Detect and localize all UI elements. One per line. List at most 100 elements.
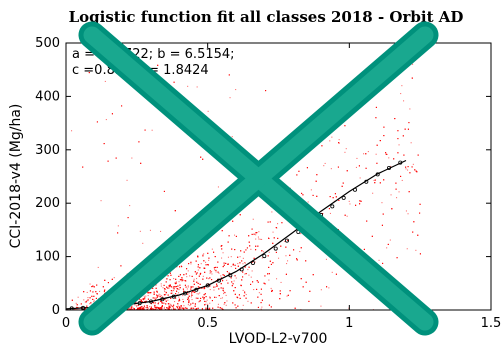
scatter-point xyxy=(154,306,156,308)
scatter-point xyxy=(175,281,177,283)
scatter-point xyxy=(151,308,153,310)
scatter-point xyxy=(178,308,180,310)
scatter-point xyxy=(271,211,273,213)
scatter-point xyxy=(203,253,205,255)
scatter-point xyxy=(401,85,403,87)
scatter-point xyxy=(192,291,194,293)
scatter-point xyxy=(286,263,288,265)
scatter-point xyxy=(268,266,270,268)
scatter-point xyxy=(183,305,185,307)
scatter-point xyxy=(271,290,273,292)
scatter-point xyxy=(263,282,265,284)
scatter-point xyxy=(270,263,272,265)
scatter-point xyxy=(198,300,200,302)
scatter-point xyxy=(175,282,177,284)
scatter-point xyxy=(215,271,217,273)
scatter-point xyxy=(176,306,178,308)
scatter-point xyxy=(249,245,251,247)
scatter-point xyxy=(241,260,243,262)
scatter-point xyxy=(218,272,220,274)
scatter-point xyxy=(375,153,377,155)
binned-mean-point xyxy=(330,204,335,209)
scatter-point xyxy=(158,307,160,309)
scatter-point xyxy=(192,286,194,288)
scatter-point xyxy=(154,297,156,299)
scatter-point xyxy=(409,172,411,174)
scatter-point xyxy=(204,287,206,289)
scatter-point xyxy=(166,307,168,309)
scatter-point xyxy=(221,245,223,247)
scatter-point xyxy=(144,307,146,309)
scatter-point xyxy=(174,286,176,288)
scatter-point xyxy=(87,300,89,302)
scatter-point xyxy=(96,293,98,295)
scatter-point xyxy=(287,294,289,296)
scatter-point xyxy=(363,248,365,250)
scatter-point xyxy=(215,296,217,298)
scatter-point xyxy=(335,196,337,198)
x-tick-3: 1.5 xyxy=(481,316,502,331)
scatter-point xyxy=(365,153,367,155)
scatter-point xyxy=(178,300,180,302)
scatter-point xyxy=(162,287,164,289)
scatter-point xyxy=(234,264,236,266)
scatter-point xyxy=(200,272,202,274)
scatter-point xyxy=(157,64,159,66)
scatter-point xyxy=(243,262,245,264)
scatter-point xyxy=(199,267,201,269)
scatter-point xyxy=(84,301,86,303)
scatter-point xyxy=(257,236,259,238)
scatter-point xyxy=(221,230,223,232)
scatter-point xyxy=(161,308,163,310)
scatter-point xyxy=(243,295,245,297)
scatter-point xyxy=(345,148,347,150)
scatter-point xyxy=(261,238,263,240)
scatter-point xyxy=(174,210,176,212)
scatter-point xyxy=(157,307,159,309)
scatter-point xyxy=(179,284,181,286)
scatter-point xyxy=(294,307,296,309)
axis-ticks xyxy=(65,42,492,311)
scatter-point xyxy=(194,291,196,293)
binned-mean-point xyxy=(250,260,255,265)
scatter-point xyxy=(140,300,142,302)
scatter-point xyxy=(87,299,89,301)
scatter-point xyxy=(152,287,154,289)
scatter-point xyxy=(126,179,128,181)
scatter-point xyxy=(415,170,417,172)
scatter-point xyxy=(190,296,192,298)
scatter-point xyxy=(153,293,155,295)
scatter-point xyxy=(194,271,196,273)
scatter-point xyxy=(211,279,213,281)
scatter-point xyxy=(147,295,149,297)
scatter-point xyxy=(338,142,340,144)
scatter-point xyxy=(260,302,262,304)
scatter-point xyxy=(174,301,176,303)
scatter-point xyxy=(150,308,152,310)
scatter-point xyxy=(169,286,171,288)
scatter-point xyxy=(222,280,224,282)
scatter-point xyxy=(329,140,331,142)
scatter-point xyxy=(155,287,157,289)
scatter-point xyxy=(178,292,180,294)
scatter-point xyxy=(173,288,175,290)
scatter-point xyxy=(238,294,240,296)
scatter-point xyxy=(165,288,167,290)
scatter-point xyxy=(307,201,309,203)
scatter-point xyxy=(214,269,216,271)
scatter-point xyxy=(164,291,166,293)
scatter-point xyxy=(204,293,206,295)
scatter-point xyxy=(231,281,233,283)
scatter-point xyxy=(211,271,213,273)
scatter-point xyxy=(381,224,383,226)
scatter-point xyxy=(140,299,142,301)
scatter-point xyxy=(202,254,204,256)
scatter-point xyxy=(169,279,171,281)
scatter-point xyxy=(227,282,229,284)
scatter-point xyxy=(188,295,190,297)
scatter-point xyxy=(138,141,140,143)
scatter-point xyxy=(394,118,396,120)
scatter-point xyxy=(402,135,404,137)
scatter-point xyxy=(95,291,97,293)
scatter-point xyxy=(279,293,281,295)
